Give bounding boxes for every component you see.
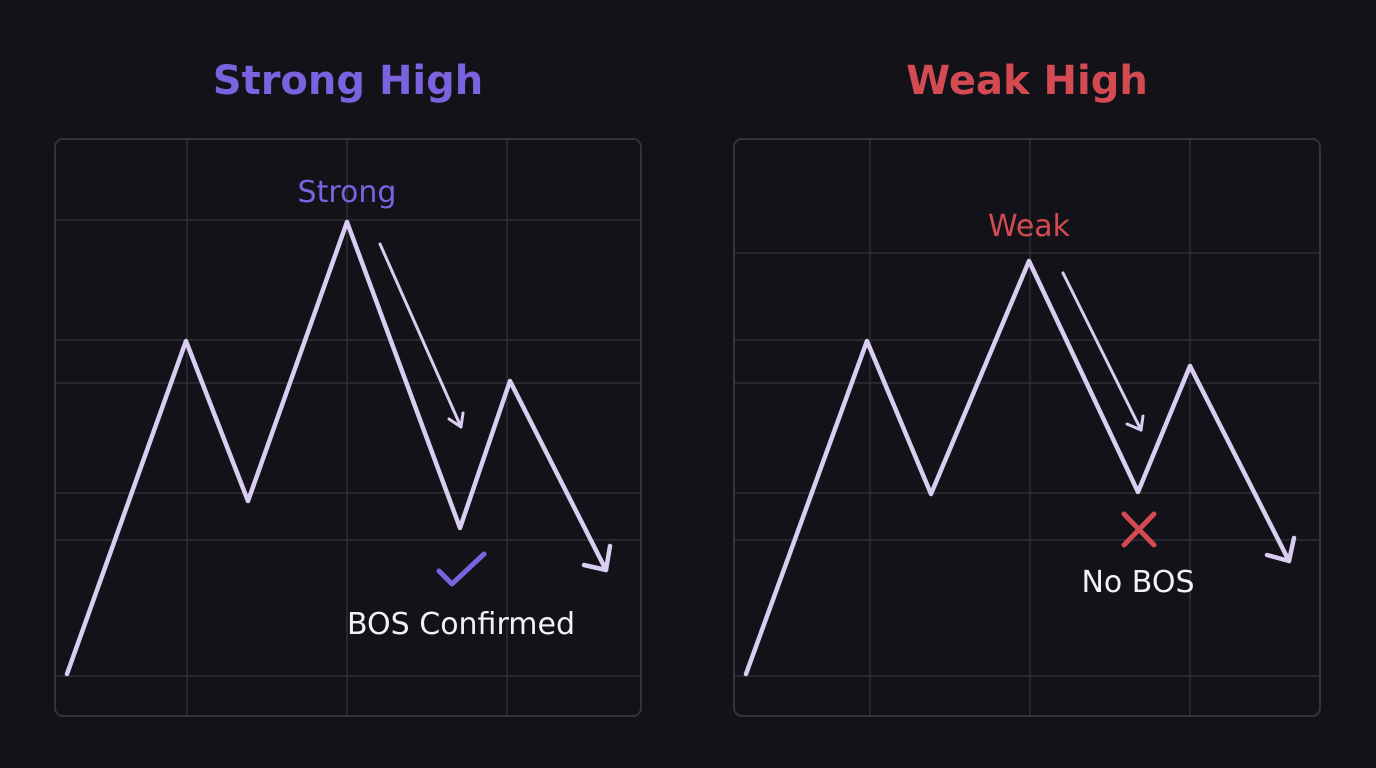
status-label-weak: No BOS — [1081, 565, 1194, 600]
grid-lines-weak — [735, 140, 1319, 715]
price-path-weak — [743, 258, 1292, 677]
grid-lines-strong — [56, 140, 640, 715]
panel-title-weak: Weak High — [906, 58, 1148, 104]
panel-strong-high: Strong High Strong BOS Confirmed — [54, 58, 642, 717]
move-arrow-weak — [1061, 271, 1143, 432]
status-label-strong: BOS Confirmed — [347, 607, 575, 642]
panel-title-strong: Strong High — [213, 58, 483, 104]
move-arrow-strong — [378, 242, 463, 429]
peak-label-weak: Weak — [988, 209, 1071, 244]
chart-frame-weak — [733, 138, 1321, 717]
cross-icon — [1121, 511, 1157, 548]
price-path-strong — [64, 219, 609, 677]
panel-weak-high: Weak High Weak No BOS — [733, 58, 1321, 717]
price-arrowhead-weak — [1264, 535, 1297, 564]
price-arrowhead-strong — [581, 543, 613, 573]
cross-icon-stroke — [1121, 511, 1157, 548]
chart-frame-strong — [54, 138, 642, 717]
peak-label-strong: Strong — [298, 175, 397, 210]
move-arrowhead-strong — [447, 411, 465, 429]
move-arrowhead-weak — [1125, 414, 1145, 432]
check-icon — [436, 551, 487, 587]
